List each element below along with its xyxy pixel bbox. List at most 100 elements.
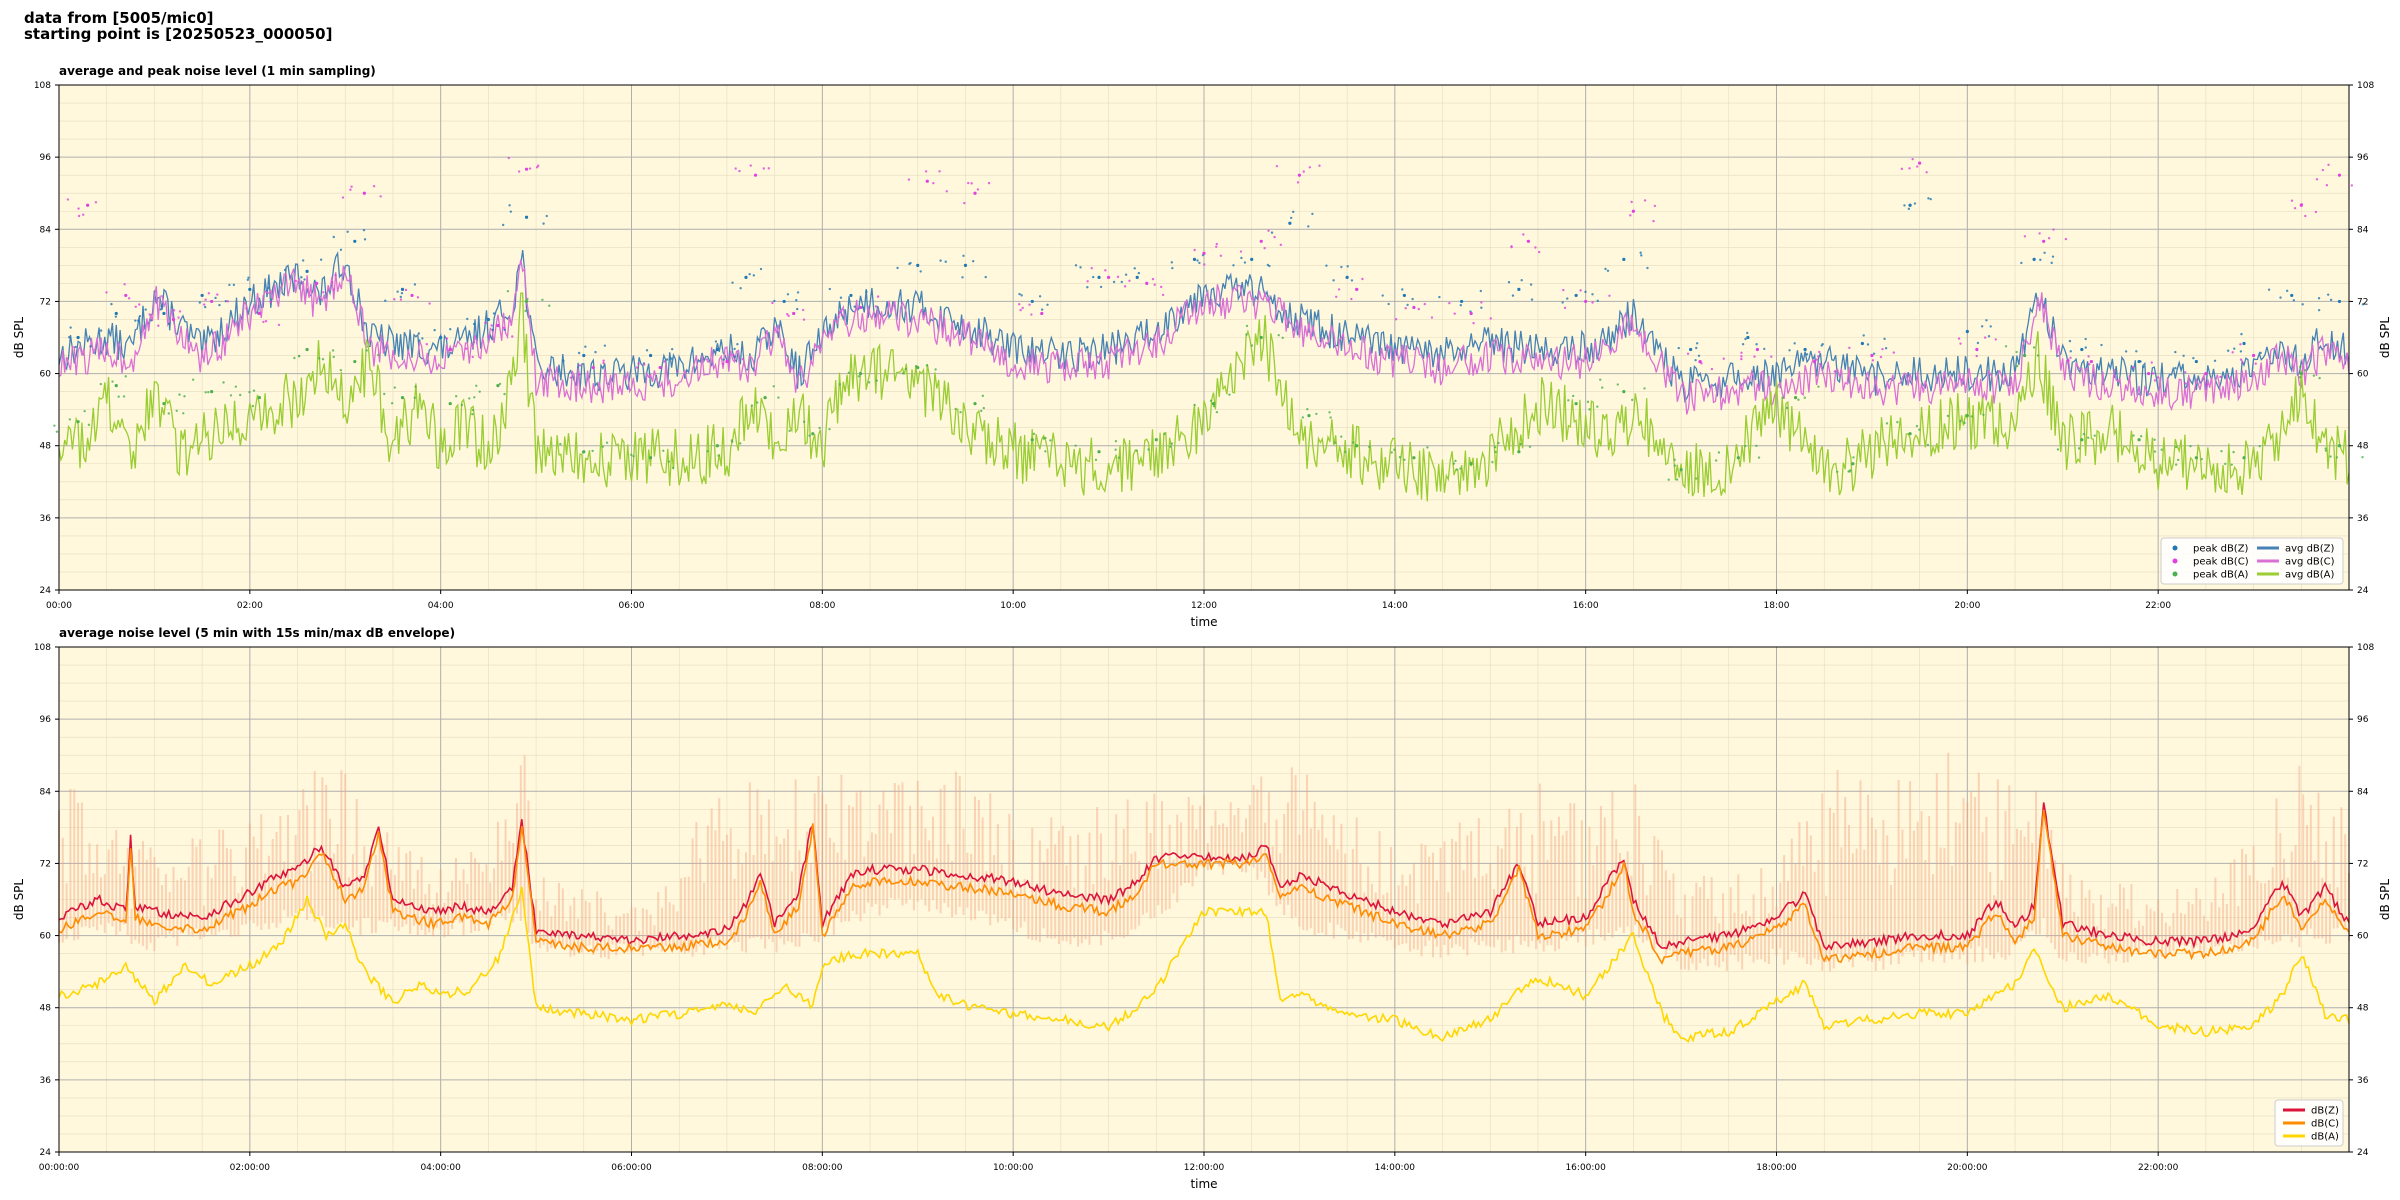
data-point (162, 311, 166, 316)
data-point (2139, 360, 2142, 363)
data-point (925, 364, 929, 367)
data-point (449, 328, 452, 331)
data-point (87, 423, 91, 427)
y-tick-label-left: 48 (40, 442, 52, 452)
data-point (773, 299, 776, 303)
legend-marker-peak-db-z (2172, 545, 2178, 551)
data-point (172, 309, 176, 312)
data-point (1281, 336, 1284, 340)
y-tick-label-right: 96 (2357, 153, 2369, 163)
data-point (2088, 362, 2091, 366)
data-point (1259, 239, 1263, 243)
data-point (251, 404, 255, 408)
data-point (2233, 347, 2236, 350)
data-point (332, 235, 335, 239)
data-point (178, 393, 181, 396)
data-point (962, 254, 965, 258)
data-point (2267, 288, 2271, 291)
data-point (1135, 449, 1138, 452)
data-point (904, 367, 908, 371)
data-point (753, 173, 758, 177)
data-point (1526, 239, 1531, 243)
series-line-db-a (58, 886, 2350, 1043)
legend: peak dB(Z) peak dB(C) peak dB(A) avg dB(Z) a… (2160, 537, 2344, 585)
legend-label-db-z: dB(Z) (2311, 1106, 2339, 1117)
data-point (1402, 293, 1406, 298)
data-point (332, 355, 335, 359)
data-point (2156, 376, 2160, 379)
header-start-line: starting point is [20250523_000050] (24, 25, 333, 43)
data-point (2153, 379, 2157, 382)
data-point (472, 322, 476, 326)
data-point (2279, 296, 2282, 299)
data-point (229, 394, 233, 397)
data-point (1987, 335, 1991, 338)
data-point (138, 315, 142, 318)
data-point (2153, 450, 2157, 453)
data-point (509, 210, 513, 213)
data-point (1975, 354, 1978, 358)
data-point (1170, 442, 1174, 445)
data-point (767, 167, 770, 170)
data-point (1028, 303, 1031, 306)
data-point (1356, 288, 1359, 291)
data-point (247, 276, 250, 279)
data-point (267, 286, 270, 290)
data-point (1916, 165, 1919, 168)
data-point (582, 353, 586, 358)
data-point (2239, 343, 2242, 346)
data-point (1240, 256, 1243, 260)
data-point (350, 185, 353, 188)
data-point (2047, 237, 2051, 240)
data-point (1021, 306, 1024, 310)
data-point (1530, 298, 1534, 301)
data-point (748, 272, 751, 276)
data-point (2317, 296, 2321, 300)
data-point (224, 299, 228, 303)
x-tick-label: 06:00:00 (611, 1163, 652, 1173)
data-point (372, 184, 376, 188)
data-point (300, 276, 303, 279)
data-point (1292, 210, 1295, 214)
data-point (1203, 263, 1206, 266)
data-point (2242, 456, 2246, 460)
data-point (1817, 385, 1820, 388)
data-point (417, 332, 421, 335)
data-point (630, 453, 633, 456)
data-point (1903, 204, 1906, 207)
data-point (183, 395, 186, 398)
data-point (786, 293, 790, 296)
data-point (264, 320, 268, 323)
data-point (2089, 359, 2093, 364)
data-point (772, 385, 775, 388)
data-point (76, 335, 80, 340)
chart-title: average and peak noise level (1 min samp… (59, 64, 376, 78)
data-point (1030, 313, 1033, 316)
data-point (861, 306, 864, 309)
data-point (2292, 299, 2296, 302)
data-point (414, 385, 417, 388)
data-point (2231, 351, 2234, 354)
data-point (2056, 448, 2060, 451)
data-point (1927, 197, 1930, 200)
data-point (2314, 210, 2318, 214)
data-point (605, 441, 609, 444)
data-point (2254, 362, 2257, 365)
data-point (2325, 184, 2329, 187)
data-point (1329, 416, 1332, 419)
data-point (198, 301, 202, 304)
y-tick-label-left: 60 (40, 932, 52, 942)
data-point (782, 299, 786, 304)
data-point (591, 365, 595, 370)
data-point (2022, 353, 2027, 358)
data-point (792, 311, 796, 316)
data-point (1673, 464, 1677, 467)
data-point (487, 335, 490, 338)
data-point (1860, 341, 1864, 346)
data-point (1448, 301, 1451, 305)
series-line-avg-db-a (58, 292, 2350, 502)
data-point (1866, 343, 1870, 346)
data-point (1579, 289, 1582, 292)
data-point (283, 268, 287, 272)
data-point (1114, 448, 1117, 451)
